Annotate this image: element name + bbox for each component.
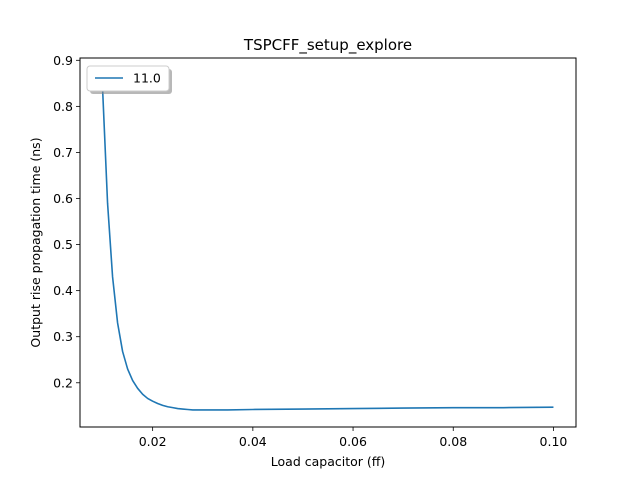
y-tick-label: 0.9 xyxy=(53,53,73,68)
plot-frame xyxy=(79,57,577,428)
legend-label-series-1: 11.0 xyxy=(133,71,161,86)
y-tick-label: 0.7 xyxy=(53,145,73,160)
x-axis-label: Load capacitor (ff) xyxy=(271,454,385,469)
series-layer xyxy=(101,87,554,411)
y-tick-label: 0.4 xyxy=(53,283,73,298)
legend-box xyxy=(86,65,170,92)
y-axis-label: Output rise propagation time (ns) xyxy=(28,137,43,347)
x-tick-label: 0.02 xyxy=(139,434,167,449)
y-tick-label: 0.5 xyxy=(53,237,73,252)
plot-area xyxy=(80,58,576,427)
y-tick-label: 0.6 xyxy=(53,191,73,206)
x-axis-ticks: 0.02 0.04 0.06 0.08 0.10 xyxy=(139,427,568,449)
y-axis-ticks: 0.2 0.3 0.4 0.5 0.6 0.7 0.8 0.9 xyxy=(53,53,80,390)
chart-title: TSPCFF_setup_explore xyxy=(243,36,412,55)
y-tick-label: 0.3 xyxy=(53,329,73,344)
x-tick-label: 0.04 xyxy=(239,434,267,449)
series-line-1 xyxy=(101,87,554,411)
y-tick-label: 0.2 xyxy=(53,375,73,390)
legend: 11.0 xyxy=(86,65,172,94)
x-tick-label: 0.08 xyxy=(439,434,467,449)
x-tick-label: 0.10 xyxy=(540,434,568,449)
x-tick-label: 0.06 xyxy=(339,434,367,449)
y-tick-label: 0.8 xyxy=(53,99,73,114)
